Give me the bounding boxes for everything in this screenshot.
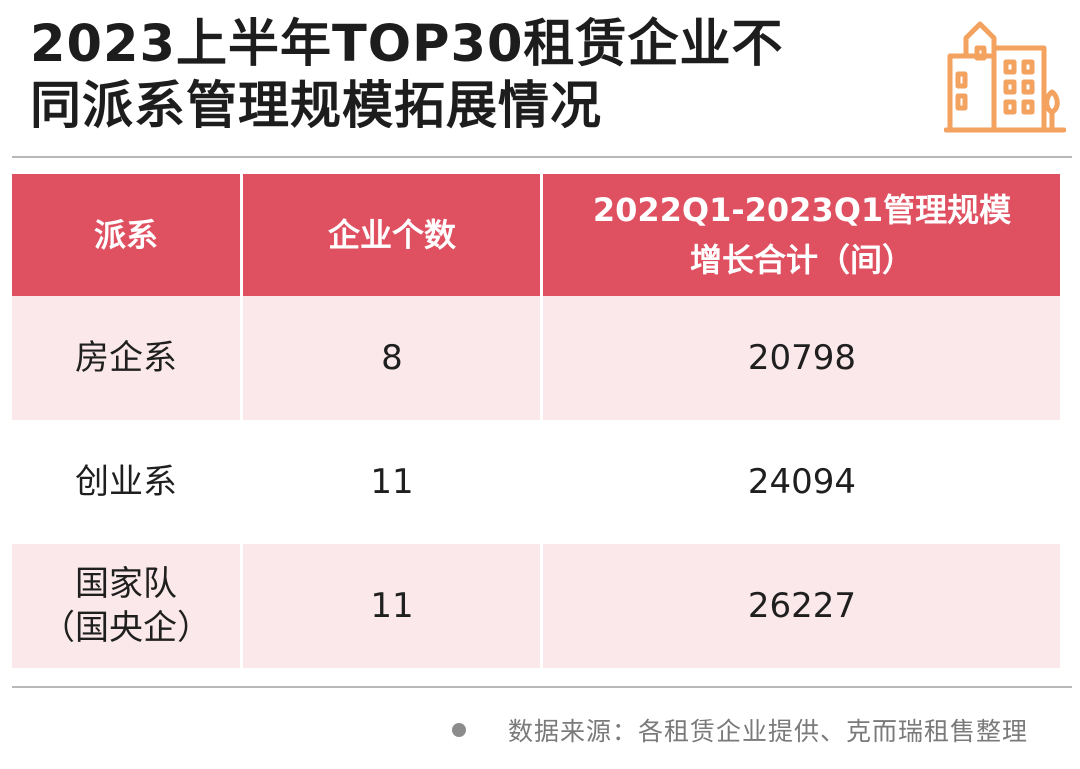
page-title: 2023上半年TOP30租赁企业不 同派系管理规模拓展情况 (30, 14, 890, 138)
title-line-1: 2023上半年TOP30租赁企业不 (30, 15, 784, 74)
header-count: 企业个数 (327, 216, 456, 254)
data-table: 派系 企业个数 2022Q1-2023Q1管理规模 增长合计（间） 房企系 8 … (12, 174, 1060, 668)
column-divider (540, 544, 543, 668)
source-text: 数据来源：各租赁企业提供、克而瑞租售整理 (508, 717, 1029, 746)
column-divider (540, 420, 543, 544)
growth-cell: 26227 (747, 586, 857, 626)
bottom-divider (12, 686, 1072, 688)
growth-cell: 24094 (747, 462, 857, 502)
column-divider (240, 296, 243, 420)
column-divider (240, 174, 243, 296)
faction-cell: 创业系 (75, 462, 177, 502)
count-cell: 8 (381, 338, 403, 378)
faction-cell: 房企系 (75, 338, 177, 378)
table-row: 国家队 （国央企） 11 26227 (12, 544, 1060, 668)
header-growth: 2022Q1-2023Q1管理规模 增长合计（间） (544, 174, 1060, 296)
faction-line-2: （国央企） (41, 608, 211, 648)
table-row: 房企系 8 20798 (12, 296, 1060, 420)
column-divider (240, 420, 243, 544)
header-faction: 派系 (93, 216, 158, 254)
column-divider (240, 544, 243, 668)
building-icon (944, 21, 1066, 133)
title-line-2: 同派系管理规模拓展情况 (30, 77, 603, 136)
faction-line-1: 国家队 (75, 564, 177, 604)
top-divider (12, 156, 1072, 158)
source-note: 数据来源：各租赁企业提供、克而瑞租售整理 (452, 712, 1072, 748)
growth-cell: 20798 (747, 338, 857, 378)
column-divider (540, 174, 543, 296)
column-divider (540, 296, 543, 420)
count-cell: 11 (370, 462, 414, 502)
header-growth-line-1: 2022Q1-2023Q1管理规模 (592, 191, 1012, 229)
header-growth-line-2: 增长合计（间） (689, 241, 914, 279)
bullet-dot-icon (452, 723, 466, 737)
faction-cell: 国家队 （国央企） (12, 544, 240, 668)
table-row: 创业系 11 24094 (12, 420, 1060, 544)
table-header-row: 派系 企业个数 2022Q1-2023Q1管理规模 增长合计（间） (12, 174, 1060, 296)
count-cell: 11 (370, 586, 414, 626)
